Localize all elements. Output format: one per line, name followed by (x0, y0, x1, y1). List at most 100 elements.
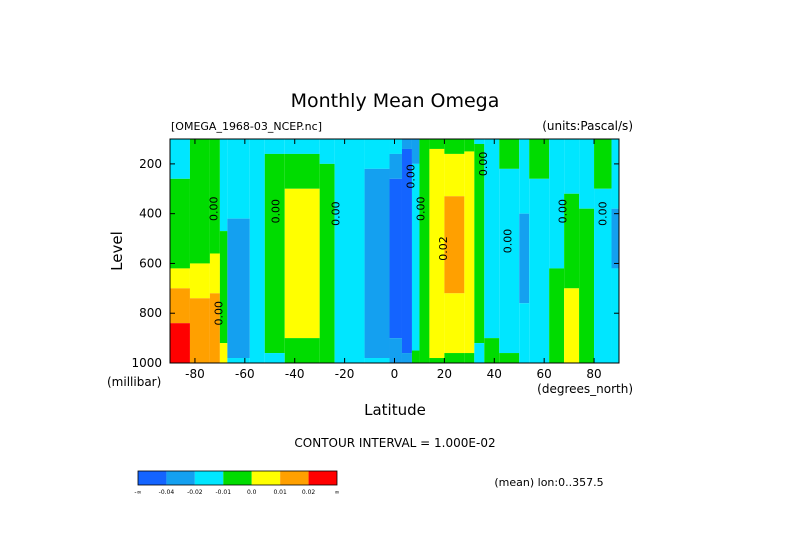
x-axis: -80 -60 -40 -20 0 20 40 60 80 (185, 139, 602, 381)
contour-label: 0.00 (502, 229, 515, 254)
contour-label: 0.00 (207, 196, 220, 221)
field-cell (334, 139, 365, 363)
colorbar-label: -0.04 (159, 489, 175, 496)
x-tick-label: 20 (437, 367, 452, 381)
field-cell (519, 303, 530, 363)
y-axis-label: Level (108, 231, 126, 271)
field-cell (444, 153, 465, 197)
field-cell (464, 353, 475, 363)
x-tick-label: 40 (487, 367, 502, 381)
contour-label: 0.00 (330, 201, 343, 226)
y-axis: 200 400 600 800 1000 (131, 157, 619, 370)
field-cell (611, 208, 619, 269)
field-cell (594, 188, 612, 363)
field-cell (319, 163, 335, 363)
field-cell (264, 139, 285, 154)
field-cell (484, 139, 500, 339)
field-cell (284, 139, 320, 154)
x-tick-label: 60 (537, 367, 552, 381)
x-tick-label: 80 (586, 367, 601, 381)
colorbar-swatch (280, 471, 309, 485)
y-tick-label: 800 (139, 306, 162, 320)
field-cell (389, 178, 402, 339)
field-cell (464, 139, 475, 152)
field-cell (529, 178, 550, 363)
colorbar-label: 0.01 (273, 489, 287, 496)
field-cell (189, 298, 210, 363)
field-cell (411, 163, 420, 351)
field-cell (529, 139, 550, 179)
colorbar-swatch (223, 471, 252, 485)
colorbar-label: -0.01 (216, 489, 232, 496)
field-cell (401, 148, 412, 354)
field-cell (389, 139, 402, 154)
field-cell (209, 139, 220, 254)
field-cell (189, 139, 210, 264)
field-cell (564, 288, 580, 363)
colorbar-label: 0.0 (247, 489, 257, 496)
field-cell (401, 353, 412, 363)
contour-label: 0.00 (414, 196, 427, 221)
x-tick-label: 0 (391, 367, 399, 381)
field-cell (284, 153, 320, 189)
field-cell (474, 143, 485, 344)
x-tick-label: -60 (235, 367, 255, 381)
field-cell (389, 338, 402, 363)
y-tick-label: 400 (139, 207, 162, 221)
field-cell (170, 323, 190, 363)
contour-label: 0.00 (212, 301, 225, 326)
contour-label: 0.00 (557, 199, 570, 224)
contour-label: 0.00 (477, 152, 490, 177)
stats-text: (mean) lon:0..357.5 (494, 476, 603, 489)
field-cell (249, 139, 265, 363)
colorbar-swatch (166, 471, 195, 485)
field-cell (189, 263, 210, 299)
field-cell (611, 268, 619, 363)
field-cell (170, 288, 190, 324)
field-cell (401, 139, 412, 149)
field-cell (444, 196, 465, 294)
field-cell (264, 153, 285, 354)
field-cell (219, 343, 228, 363)
field-cell (429, 148, 445, 359)
y-axis-units: (millibar) (107, 375, 161, 389)
field-cell (227, 139, 250, 219)
field-cell (170, 268, 190, 289)
colorbar-swatch (194, 471, 224, 485)
field-cell (549, 139, 565, 269)
field-cell (564, 193, 580, 289)
field-cell (499, 168, 520, 354)
colorbar-swatch (308, 471, 337, 485)
colorbar-label: 0.02 (302, 489, 316, 496)
colorbar-frame (137, 470, 338, 486)
colorbar-label: -∞ (134, 489, 141, 496)
field-cell (389, 153, 402, 179)
colorbar-label: -0.02 (187, 489, 203, 496)
colorbar-swatch (251, 471, 281, 485)
chart-title: Monthly Mean Omega (291, 90, 500, 112)
field-cell (411, 350, 420, 363)
field-cell (209, 253, 220, 294)
field-cell (484, 338, 500, 363)
y-tick-label: 600 (139, 256, 162, 270)
x-axis-units: (degrees_north) (537, 382, 633, 396)
field-cell (549, 268, 565, 363)
field-cell (429, 358, 445, 363)
field-cell (227, 218, 250, 359)
x-tick-label: -40 (285, 367, 305, 381)
field-cell (419, 139, 430, 363)
colorbar: -∞ -0.04 -0.02 -0.01 0.0 0.01 0.02 ∞ (134, 470, 340, 496)
field-cell (611, 139, 619, 209)
field-cell (579, 139, 595, 209)
units-label: (units:Pascal/s) (542, 119, 633, 133)
contour-label: 0.00 (597, 201, 610, 226)
field-cell (364, 139, 390, 169)
field-cell (474, 139, 485, 144)
file-label: [OMEGA_1968-03_NCEP.nc] (171, 120, 322, 133)
field-cell (579, 208, 595, 363)
field-cell (364, 358, 390, 363)
field-cell (499, 139, 520, 169)
plot-area (170, 139, 619, 363)
field-cell (474, 343, 485, 363)
